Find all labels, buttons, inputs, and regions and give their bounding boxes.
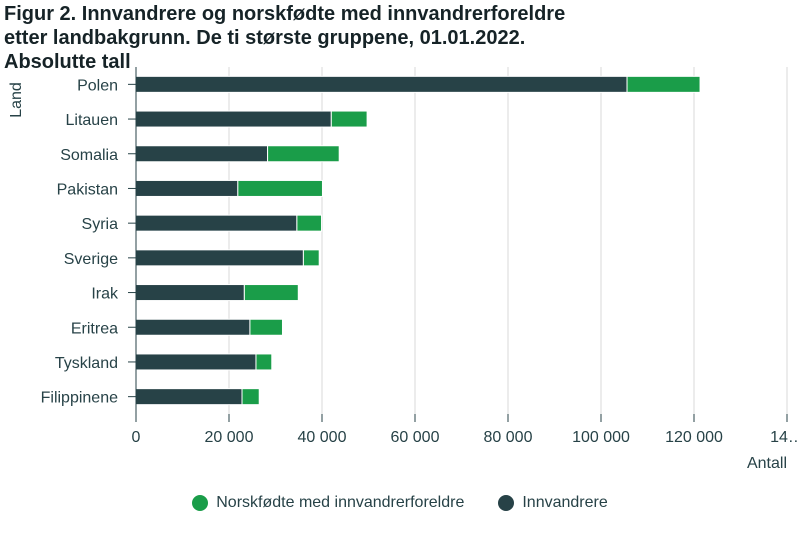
category-label: Somalia [60, 147, 118, 164]
bar-norskfodte[interactable] [249, 318, 283, 336]
legend-item[interactable]: Innvandrere [498, 494, 608, 512]
legend: Norskfødte med innvandrerforeldre Innvand… [0, 494, 800, 512]
x-tick-label: 100 000 [572, 429, 630, 446]
bar-norskfodte[interactable] [296, 214, 323, 232]
x-tick-label: 60 000 [391, 429, 440, 446]
category-label: Eritrea [71, 320, 118, 337]
bar-innvandrere[interactable] [135, 75, 628, 93]
bar-norskfodte[interactable] [302, 249, 320, 267]
bar-innvandrere[interactable] [135, 318, 251, 336]
x-tick-label: 120 000 [665, 429, 723, 446]
category-label: Sverige [64, 251, 118, 268]
legend-item[interactable]: Norskfødte med innvandrerforeldre [192, 494, 464, 512]
bar-innvandrere[interactable] [135, 353, 257, 371]
x-tick-label: 40 000 [298, 429, 347, 446]
legend-label: Innvandrere [522, 494, 608, 511]
bar-norskfodte[interactable] [237, 179, 323, 197]
bar-innvandrere[interactable] [135, 110, 332, 128]
x-tick-label: 80 000 [484, 429, 533, 446]
legend-marker-icon [498, 495, 515, 511]
bar-norskfodte[interactable] [255, 353, 273, 371]
category-label: Litauen [66, 112, 119, 129]
category-label: Syria [82, 216, 119, 233]
bar-norskfodte[interactable] [626, 75, 701, 93]
bar-innvandrere[interactable] [135, 179, 239, 197]
x-tick-label: 20 000 [205, 429, 254, 446]
legend-label: Norskfødte med innvandrerforeldre [216, 494, 465, 511]
category-label: Tyskland [55, 355, 118, 372]
chart-title: Figur 2. Innvandrere og norskfødte med i… [4, 3, 566, 73]
category-label: Irak [91, 286, 119, 303]
x-tick-label: 0 [132, 429, 141, 446]
legend-marker-icon [192, 495, 209, 511]
bars-layer [135, 75, 701, 406]
axes-layer: 0 20 000 40 000 60 000 80 000 100 000 120 000 1… [41, 67, 800, 446]
bar-innvandrere[interactable] [135, 249, 304, 267]
bar-norskfodte[interactable] [267, 145, 340, 163]
bar-norskfodte[interactable] [243, 284, 299, 302]
bar-norskfodte[interactable] [330, 110, 368, 128]
category-label: Pakistan [57, 181, 118, 198]
bar-innvandrere[interactable] [135, 145, 269, 163]
x-tick-label: 14… [770, 429, 800, 446]
bar-norskfodte[interactable] [241, 388, 260, 406]
x-axis-title: Antall [747, 455, 787, 472]
category-label: Polen [77, 77, 118, 94]
category-label: Filippinene [41, 390, 118, 407]
bar-innvandrere[interactable] [135, 284, 245, 302]
bar-innvandrere[interactable] [135, 214, 298, 232]
y-axis-title: Land [8, 82, 25, 118]
bar-innvandrere[interactable] [135, 388, 243, 406]
